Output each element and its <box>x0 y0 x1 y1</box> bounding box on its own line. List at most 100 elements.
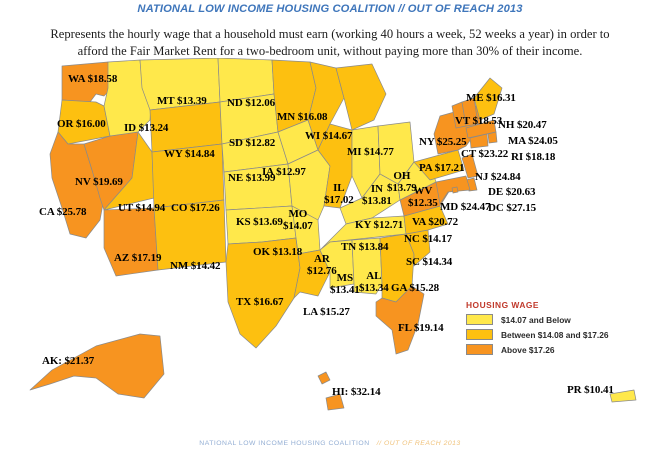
state-il[interactable]: IL $17.02 <box>317 123 353 209</box>
state-label-tn: TN $13.84 <box>341 241 389 253</box>
state-nh[interactable]: NH $20.47 <box>461 97 479 127</box>
state-label-dc: DC $27.15 <box>488 202 536 214</box>
state-label-hi: HI: $32.14 <box>332 386 381 398</box>
state-label-md: MD $24.47 <box>440 201 491 213</box>
state-label-nm: NM $14.42 <box>170 260 221 272</box>
legend-title: HOUSING WAGE <box>466 300 540 310</box>
state-label-me: ME $16.31 <box>466 92 516 104</box>
legend-item-label: Above $17.26 <box>501 344 555 355</box>
legend-item: Above $17.26 <box>466 344 656 355</box>
state-label-sc: SC $14.34 <box>406 256 453 268</box>
footer-report: // OUT OF REACH 2013 <box>376 440 461 447</box>
state-label-az: AZ $17.19 <box>114 252 162 264</box>
state-label-tx: TX $16.67 <box>236 296 284 308</box>
legend-item: Between $14.08 and $17.26 <box>466 329 656 340</box>
legend-rows: $14.07 and Below Between $14.08 and $17.2… <box>466 314 656 355</box>
state-label-il: IL $17.02 <box>324 182 354 206</box>
state-label-la: LA $15.27 <box>303 306 350 318</box>
state-value: $13.79 <box>387 182 417 194</box>
state-code: MS <box>336 272 353 284</box>
state-ut[interactable]: UT $14.94 <box>103 131 155 211</box>
state-label-pr: PR $10.41 <box>567 384 614 396</box>
state-label-ms: MS $13.41 <box>330 272 360 296</box>
state-label-in: IN $13.81 <box>362 183 392 207</box>
state-az[interactable]: AZ $17.19 <box>103 207 159 277</box>
legend-item-label: Between $14.08 and $17.26 <box>501 329 609 340</box>
state-label-ks: KS $13.69 <box>236 216 283 228</box>
state-code: AL <box>366 270 382 282</box>
state-value: $13.41 <box>330 284 360 296</box>
state-me[interactable]: ME $16.31 <box>473 77 503 121</box>
state-fl[interactable]: FL $19.14 <box>375 285 425 355</box>
state-code: OH <box>393 170 411 182</box>
state-label-mn: MN $16.08 <box>277 111 328 123</box>
state-dc[interactable]: DC $27.15 <box>451 186 459 194</box>
state-ak[interactable]: AK: $21.37 <box>29 333 165 399</box>
state-label-wy: WY $14.84 <box>164 148 215 160</box>
page-title: NATIONAL LOW INCOME HOUSING COALITION //… <box>137 3 523 15</box>
state-label-de: DE $20.63 <box>488 186 536 198</box>
state-label-co: CO $17.26 <box>171 202 220 214</box>
state-value: $12.76 <box>307 265 337 277</box>
legend: HOUSING WAGE $14.07 and Below Between $14… <box>466 300 656 359</box>
state-ct[interactable]: CT $23.22 <box>469 133 489 149</box>
state-hi[interactable]: HI: $32.14 <box>317 371 345 411</box>
state-label-ok: OK $13.18 <box>253 246 303 258</box>
state-label-id: ID $13.24 <box>124 122 169 134</box>
legend-swatch <box>466 314 493 325</box>
us-map: WA $18.58 OR $16.00 CA $25.78 NV $19.69 ID $… <box>0 58 660 433</box>
state-label-ia: IA $12.97 <box>262 166 306 178</box>
state-label-mt: MT $13.39 <box>157 95 207 107</box>
state-label-nv: NV $19.69 <box>75 176 123 188</box>
state-ri[interactable]: RI $18.18 <box>487 131 498 144</box>
state-value: $12.35 <box>408 197 438 209</box>
state-code: AR <box>313 253 330 265</box>
state-label-ky: KY $12.71 <box>355 219 404 231</box>
state-pa[interactable]: PA $17.21 <box>413 149 465 181</box>
state-label-mo: MO $14.07 <box>283 208 313 232</box>
state-code: IN <box>370 183 383 195</box>
state-value: $17.02 <box>324 194 354 206</box>
state-label-ma: MA $24.05 <box>508 135 558 147</box>
state-code: WV <box>413 185 433 197</box>
state-label-sd: SD $12.82 <box>229 137 276 149</box>
state-value: $13.81 <box>362 195 392 207</box>
footer-org: NATIONAL LOW INCOME HOUSING COALITION <box>199 440 370 447</box>
state-code: IL <box>333 182 345 194</box>
legend-swatch <box>466 344 493 355</box>
state-label-mi: MI $14.77 <box>347 146 394 158</box>
legend-item-label: $14.07 and Below <box>501 314 571 325</box>
state-label-ri: RI $18.18 <box>511 151 556 163</box>
state-pr[interactable]: PR $10.41 <box>609 389 637 403</box>
state-ca[interactable]: CA $25.78 <box>49 131 105 239</box>
state-label-ga: GA $15.28 <box>391 282 439 294</box>
state-label-ak: AK: $21.37 <box>42 355 95 367</box>
state-code: MO <box>288 208 308 220</box>
state-label-nh: NH $20.47 <box>498 119 547 131</box>
state-label-al: AL $13.34 <box>359 270 389 294</box>
page-subtitle: Represents the hourly wage that a househ… <box>50 27 610 58</box>
legend-item: $14.07 and Below <box>466 314 656 325</box>
legend-swatch <box>466 329 493 340</box>
state-label-ct: CT $23.22 <box>461 148 509 160</box>
state-mi[interactable]: MI $14.77 <box>335 63 387 131</box>
state-label-nj: NJ $24.84 <box>475 171 521 183</box>
state-label-fl: FL $19.14 <box>398 322 444 334</box>
state-label-wa: WA $18.58 <box>68 73 118 85</box>
state-label-oh: OH $13.79 <box>387 170 417 194</box>
state-label-nd: ND $12.06 <box>227 97 275 109</box>
state-label-pa: PA $17.21 <box>419 162 465 174</box>
state-label-vt: VT $18.53 <box>455 115 503 127</box>
state-label-wi: WI $14.67 <box>305 130 353 142</box>
state-label-nc: NC $14.17 <box>404 233 452 245</box>
state-label-wv: WV $12.35 <box>408 185 438 209</box>
state-label-va: VA $20.72 <box>412 216 458 228</box>
state-nj[interactable]: NJ $24.84 <box>461 153 479 179</box>
state-label-ne: NE $13.99 <box>228 172 276 184</box>
state-label-ut: UT $14.94 <box>118 202 166 214</box>
footer: NATIONAL LOW INCOME HOUSING COALITION //… <box>0 440 660 447</box>
state-label-ca: CA $25.78 <box>39 206 87 218</box>
state-value: $14.07 <box>283 220 313 232</box>
